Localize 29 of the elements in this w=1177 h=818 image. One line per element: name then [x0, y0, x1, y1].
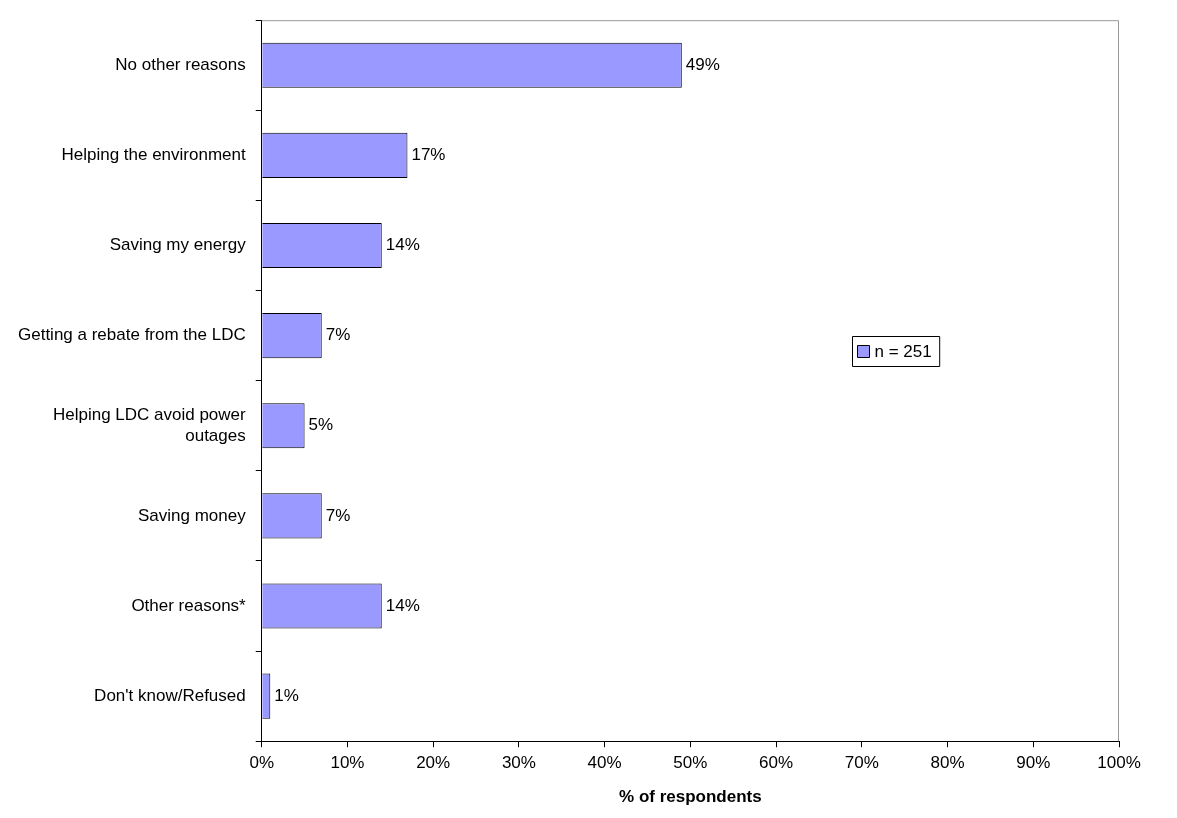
x-tick-label: 60%	[759, 753, 794, 773]
x-tick-label: 90%	[1016, 753, 1051, 773]
data-label: 1%	[274, 685, 299, 705]
x-tick-label: 0%	[249, 753, 275, 773]
x-tick-label: 80%	[930, 753, 965, 773]
x-tick-label: 50%	[673, 753, 708, 773]
x-tick-label: 100%	[1097, 753, 1141, 773]
x-axis-title: % of respondents	[619, 787, 762, 807]
y-tick-label: Other reasons*	[131, 595, 247, 615]
data-label: 49%	[685, 54, 720, 74]
data-label: 5%	[308, 415, 334, 435]
data-label: 7%	[325, 505, 351, 525]
data-label: 14%	[385, 595, 420, 615]
data-label: 17%	[411, 145, 446, 165]
x-tick-label: 20%	[416, 753, 451, 773]
y-tick-label: Getting a rebate from the LDC	[17, 325, 246, 345]
y-tick-label: No other reasons	[115, 54, 246, 74]
x-tick-label: 10%	[330, 753, 365, 773]
data-label: 14%	[385, 235, 420, 255]
data-label: 7%	[325, 325, 351, 345]
y-tick-label: Helping LDC avoid power outages	[52, 405, 247, 445]
x-tick-label: 40%	[587, 753, 622, 773]
x-tick-label: 70%	[844, 753, 879, 773]
y-tick-label: Saving my energy	[109, 235, 247, 255]
y-tick-label: Saving money	[137, 505, 247, 525]
y-tick-label: Helping the environment	[61, 145, 246, 165]
legend-label: n = 251	[874, 342, 932, 362]
y-tick-label: Don't know/Refused	[94, 685, 246, 705]
x-tick-label: 30%	[501, 753, 536, 773]
